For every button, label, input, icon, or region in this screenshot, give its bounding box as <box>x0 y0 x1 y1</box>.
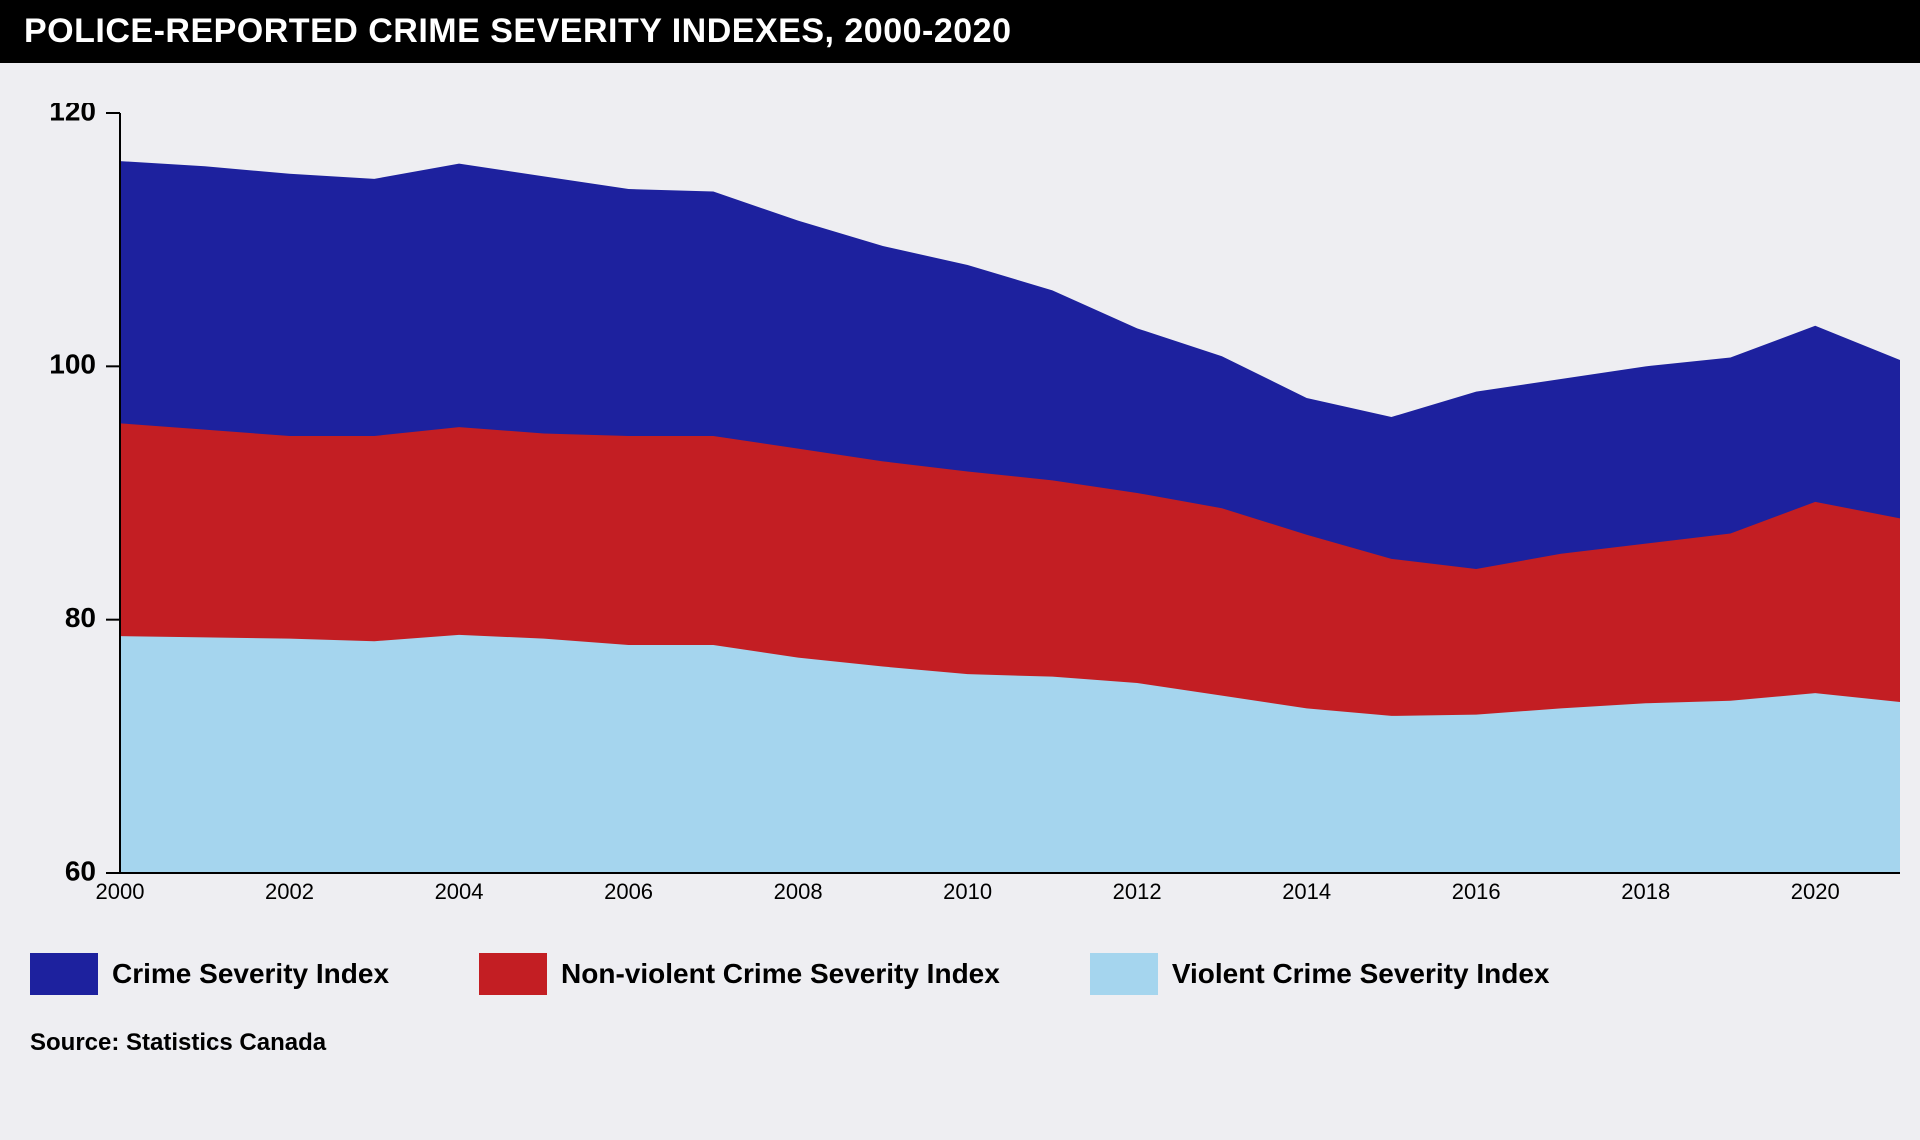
header-bar: POLICE-REPORTED CRIME SEVERITY INDEXES, … <box>0 0 1920 63</box>
x-tick-label: 2006 <box>604 879 653 904</box>
legend-item-crime-severity: Crime Severity Index <box>30 953 389 995</box>
x-tick-label: 2004 <box>435 879 484 904</box>
y-tick-label: 60 <box>65 855 96 886</box>
legend-label: Non-violent Crime Severity Index <box>561 958 1000 990</box>
chart-container: 60 80 100 120 2000 2002 2004 2006 2008 2010 2012 20… <box>0 63 1920 923</box>
y-tick-label: 120 <box>49 103 96 126</box>
x-tick-label: 2018 <box>1621 879 1670 904</box>
legend: Crime Severity Index Non-violent Crime S… <box>0 923 1920 1005</box>
x-tick-label: 2000 <box>96 879 145 904</box>
x-tick-label: 2016 <box>1452 879 1501 904</box>
legend-label: Crime Severity Index <box>112 958 389 990</box>
area-chart: 60 80 100 120 2000 2002 2004 2006 2008 2010 2012 20… <box>30 103 1910 913</box>
page-title: POLICE-REPORTED CRIME SEVERITY INDEXES, … <box>24 12 1896 51</box>
legend-label: Violent Crime Severity Index <box>1172 958 1550 990</box>
legend-item-violent: Violent Crime Severity Index <box>1090 953 1550 995</box>
y-tick-label: 80 <box>65 602 96 633</box>
x-tick-label: 2002 <box>265 879 314 904</box>
x-tick-label: 2014 <box>1282 879 1331 904</box>
x-tick-label: 2010 <box>943 879 992 904</box>
legend-swatch <box>1090 953 1158 995</box>
x-tick-label: 2008 <box>774 879 823 904</box>
legend-item-nonviolent: Non-violent Crime Severity Index <box>479 953 1000 995</box>
legend-swatch <box>30 953 98 995</box>
x-tick-label: 2020 <box>1791 879 1840 904</box>
y-tick-label: 100 <box>49 349 96 380</box>
x-tick-label: 2012 <box>1113 879 1162 904</box>
source-attribution: Source: Statistics Canada <box>0 1005 1920 1067</box>
legend-swatch <box>479 953 547 995</box>
